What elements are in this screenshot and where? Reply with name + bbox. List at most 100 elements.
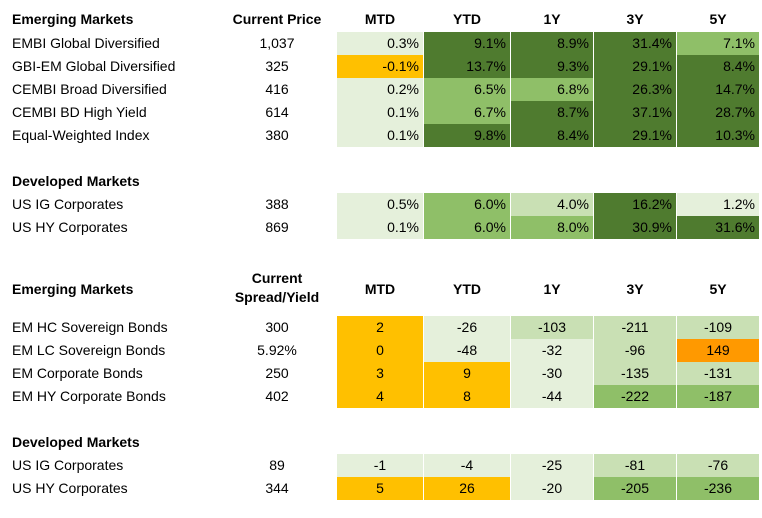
value-cell: 3 xyxy=(337,362,423,385)
value-cell: 10.3% xyxy=(677,124,759,147)
value-cell: 30.9% xyxy=(594,216,676,239)
current-spread: 402 xyxy=(265,388,289,404)
value-cell: 9.3% xyxy=(511,55,593,78)
section-title: Developed Markets xyxy=(12,434,140,450)
row-label: EM LC Sovereign Bonds xyxy=(12,342,166,358)
value-cell: 6.0% xyxy=(424,216,510,239)
value-cell: 4.0% xyxy=(511,193,593,216)
value-cell: -187 xyxy=(677,385,759,408)
value-cell: -211 xyxy=(594,316,676,339)
value-cell: -20 xyxy=(511,477,593,500)
value-cell: -25 xyxy=(511,454,593,477)
table-row: EM HY Corporate Bonds 402 4 8 -44 -222 -187 xyxy=(0,385,762,408)
value-cell: -44 xyxy=(511,385,593,408)
value-cell: 28.7% xyxy=(677,101,759,124)
value-cell: 6.8% xyxy=(511,78,593,101)
value-cell: 16.2% xyxy=(594,193,676,216)
table-row: EM LC Sovereign Bonds 5.92% 0 -48 -32 -96 149 xyxy=(0,339,762,362)
table-row: EM HC Sovereign Bonds 300 2 -26 -103 -211 -109 xyxy=(0,316,762,339)
section-title: Developed Markets xyxy=(12,173,140,189)
column-header-3y: 3Y xyxy=(626,281,644,297)
row-label: US HY Corporates xyxy=(12,480,128,496)
row-label: CEMBI BD High Yield xyxy=(12,104,147,120)
value-cell: 8.7% xyxy=(511,101,593,124)
current-price: 325 xyxy=(265,58,289,74)
column-header-5y: 5Y xyxy=(709,11,727,27)
value-cell: -4 xyxy=(424,454,510,477)
column-header-price: Current Price xyxy=(232,11,322,27)
row-label: US IG Corporates xyxy=(12,196,124,212)
current-spread: 250 xyxy=(265,365,289,381)
value-cell: 8.0% xyxy=(511,216,593,239)
value-cell: 8.9% xyxy=(511,32,593,55)
column-header-mtd: MTD xyxy=(364,11,396,27)
current-spread: 5.92% xyxy=(257,342,297,358)
value-cell: 37.1% xyxy=(594,101,676,124)
value-cell: 6.5% xyxy=(424,78,510,101)
value-cell: -0.1% xyxy=(337,55,423,78)
current-spread: 344 xyxy=(265,480,289,496)
row-label: CEMBI Broad Diversified xyxy=(12,81,167,97)
value-cell: -236 xyxy=(677,477,759,500)
value-cell: 8 xyxy=(424,385,510,408)
spread-header-row: Emerging Markets Current Spread/Yield MT… xyxy=(0,266,762,312)
row-label: EM HY Corporate Bonds xyxy=(12,388,166,404)
value-cell: 8.4% xyxy=(677,55,759,78)
value-cell: -135 xyxy=(594,362,676,385)
column-header-ytd: YTD xyxy=(453,281,481,297)
table-row: CEMBI BD High Yield 614 0.1% 6.7% 8.7% 37.1% 2… xyxy=(0,101,762,124)
current-spread: 300 xyxy=(265,319,289,335)
value-cell: 7.1% xyxy=(677,32,759,55)
value-cell: -1 xyxy=(337,454,423,477)
value-cell: 0.1% xyxy=(337,216,423,239)
table-row: US IG Corporates 388 0.5% 6.0% 4.0% 16.2% 1.2% xyxy=(0,193,762,216)
table-row: Equal-Weighted Index 380 0.1% 9.8% 8.4% 29.1%… xyxy=(0,124,762,147)
value-cell: -131 xyxy=(677,362,759,385)
value-cell: 14.7% xyxy=(677,78,759,101)
column-header-spread-line2: Spread/Yield xyxy=(234,289,320,305)
current-price: 380 xyxy=(265,127,289,143)
value-cell: 1.2% xyxy=(677,193,759,216)
column-header-ytd: YTD xyxy=(453,11,481,27)
value-cell: -76 xyxy=(677,454,759,477)
table-row: GBI-EM Global Diversified 325 -0.1% 13.7% 9.… xyxy=(0,55,762,78)
value-cell: 26.3% xyxy=(594,78,676,101)
value-cell: -96 xyxy=(594,339,676,362)
value-cell: 8.4% xyxy=(511,124,593,147)
current-spread: 89 xyxy=(269,457,285,473)
value-cell: 0.1% xyxy=(337,101,423,124)
value-cell: 4 xyxy=(337,385,423,408)
value-cell: 9.8% xyxy=(424,124,510,147)
value-cell: -222 xyxy=(594,385,676,408)
table-row: US HY Corporates 344 5 26 -20 -205 -236 xyxy=(0,477,762,500)
row-label: EMBI Global Diversified xyxy=(12,35,160,51)
value-cell: 9.1% xyxy=(424,32,510,55)
value-cell: 0.2% xyxy=(337,78,423,101)
value-cell: -103 xyxy=(511,316,593,339)
value-cell: -30 xyxy=(511,362,593,385)
value-cell: 13.7% xyxy=(424,55,510,78)
table-row: EM Corporate Bonds 250 3 9 -30 -135 -131 xyxy=(0,362,762,385)
value-cell: 9 xyxy=(424,362,510,385)
row-label: GBI-EM Global Diversified xyxy=(12,58,176,74)
column-header-spread-line1: Current xyxy=(251,270,303,286)
value-cell: 2 xyxy=(337,316,423,339)
column-header-1y: 1Y xyxy=(543,11,561,27)
value-cell: -81 xyxy=(594,454,676,477)
value-cell: 6.0% xyxy=(424,193,510,216)
value-cell: 6.7% xyxy=(424,101,510,124)
value-cell: 0.1% xyxy=(337,124,423,147)
current-price: 416 xyxy=(265,81,289,97)
value-cell: 0.3% xyxy=(337,32,423,55)
table-row: US HY Corporates 869 0.1% 6.0% 8.0% 30.9% 31.6… xyxy=(0,216,762,239)
table-row: CEMBI Broad Diversified 416 0.2% 6.5% 6.8% 26… xyxy=(0,78,762,101)
column-header-spread: Current Spread/Yield xyxy=(218,266,336,312)
row-label: EM Corporate Bonds xyxy=(12,365,143,381)
section-title: Emerging Markets xyxy=(12,11,134,27)
row-label: US HY Corporates xyxy=(12,219,128,235)
current-price: 388 xyxy=(265,196,289,212)
value-cell: 26 xyxy=(424,477,510,500)
value-cell: 31.4% xyxy=(594,32,676,55)
performance-header-row: Emerging Markets Current Price MTD YTD 1… xyxy=(0,8,762,31)
value-cell: 29.1% xyxy=(594,124,676,147)
